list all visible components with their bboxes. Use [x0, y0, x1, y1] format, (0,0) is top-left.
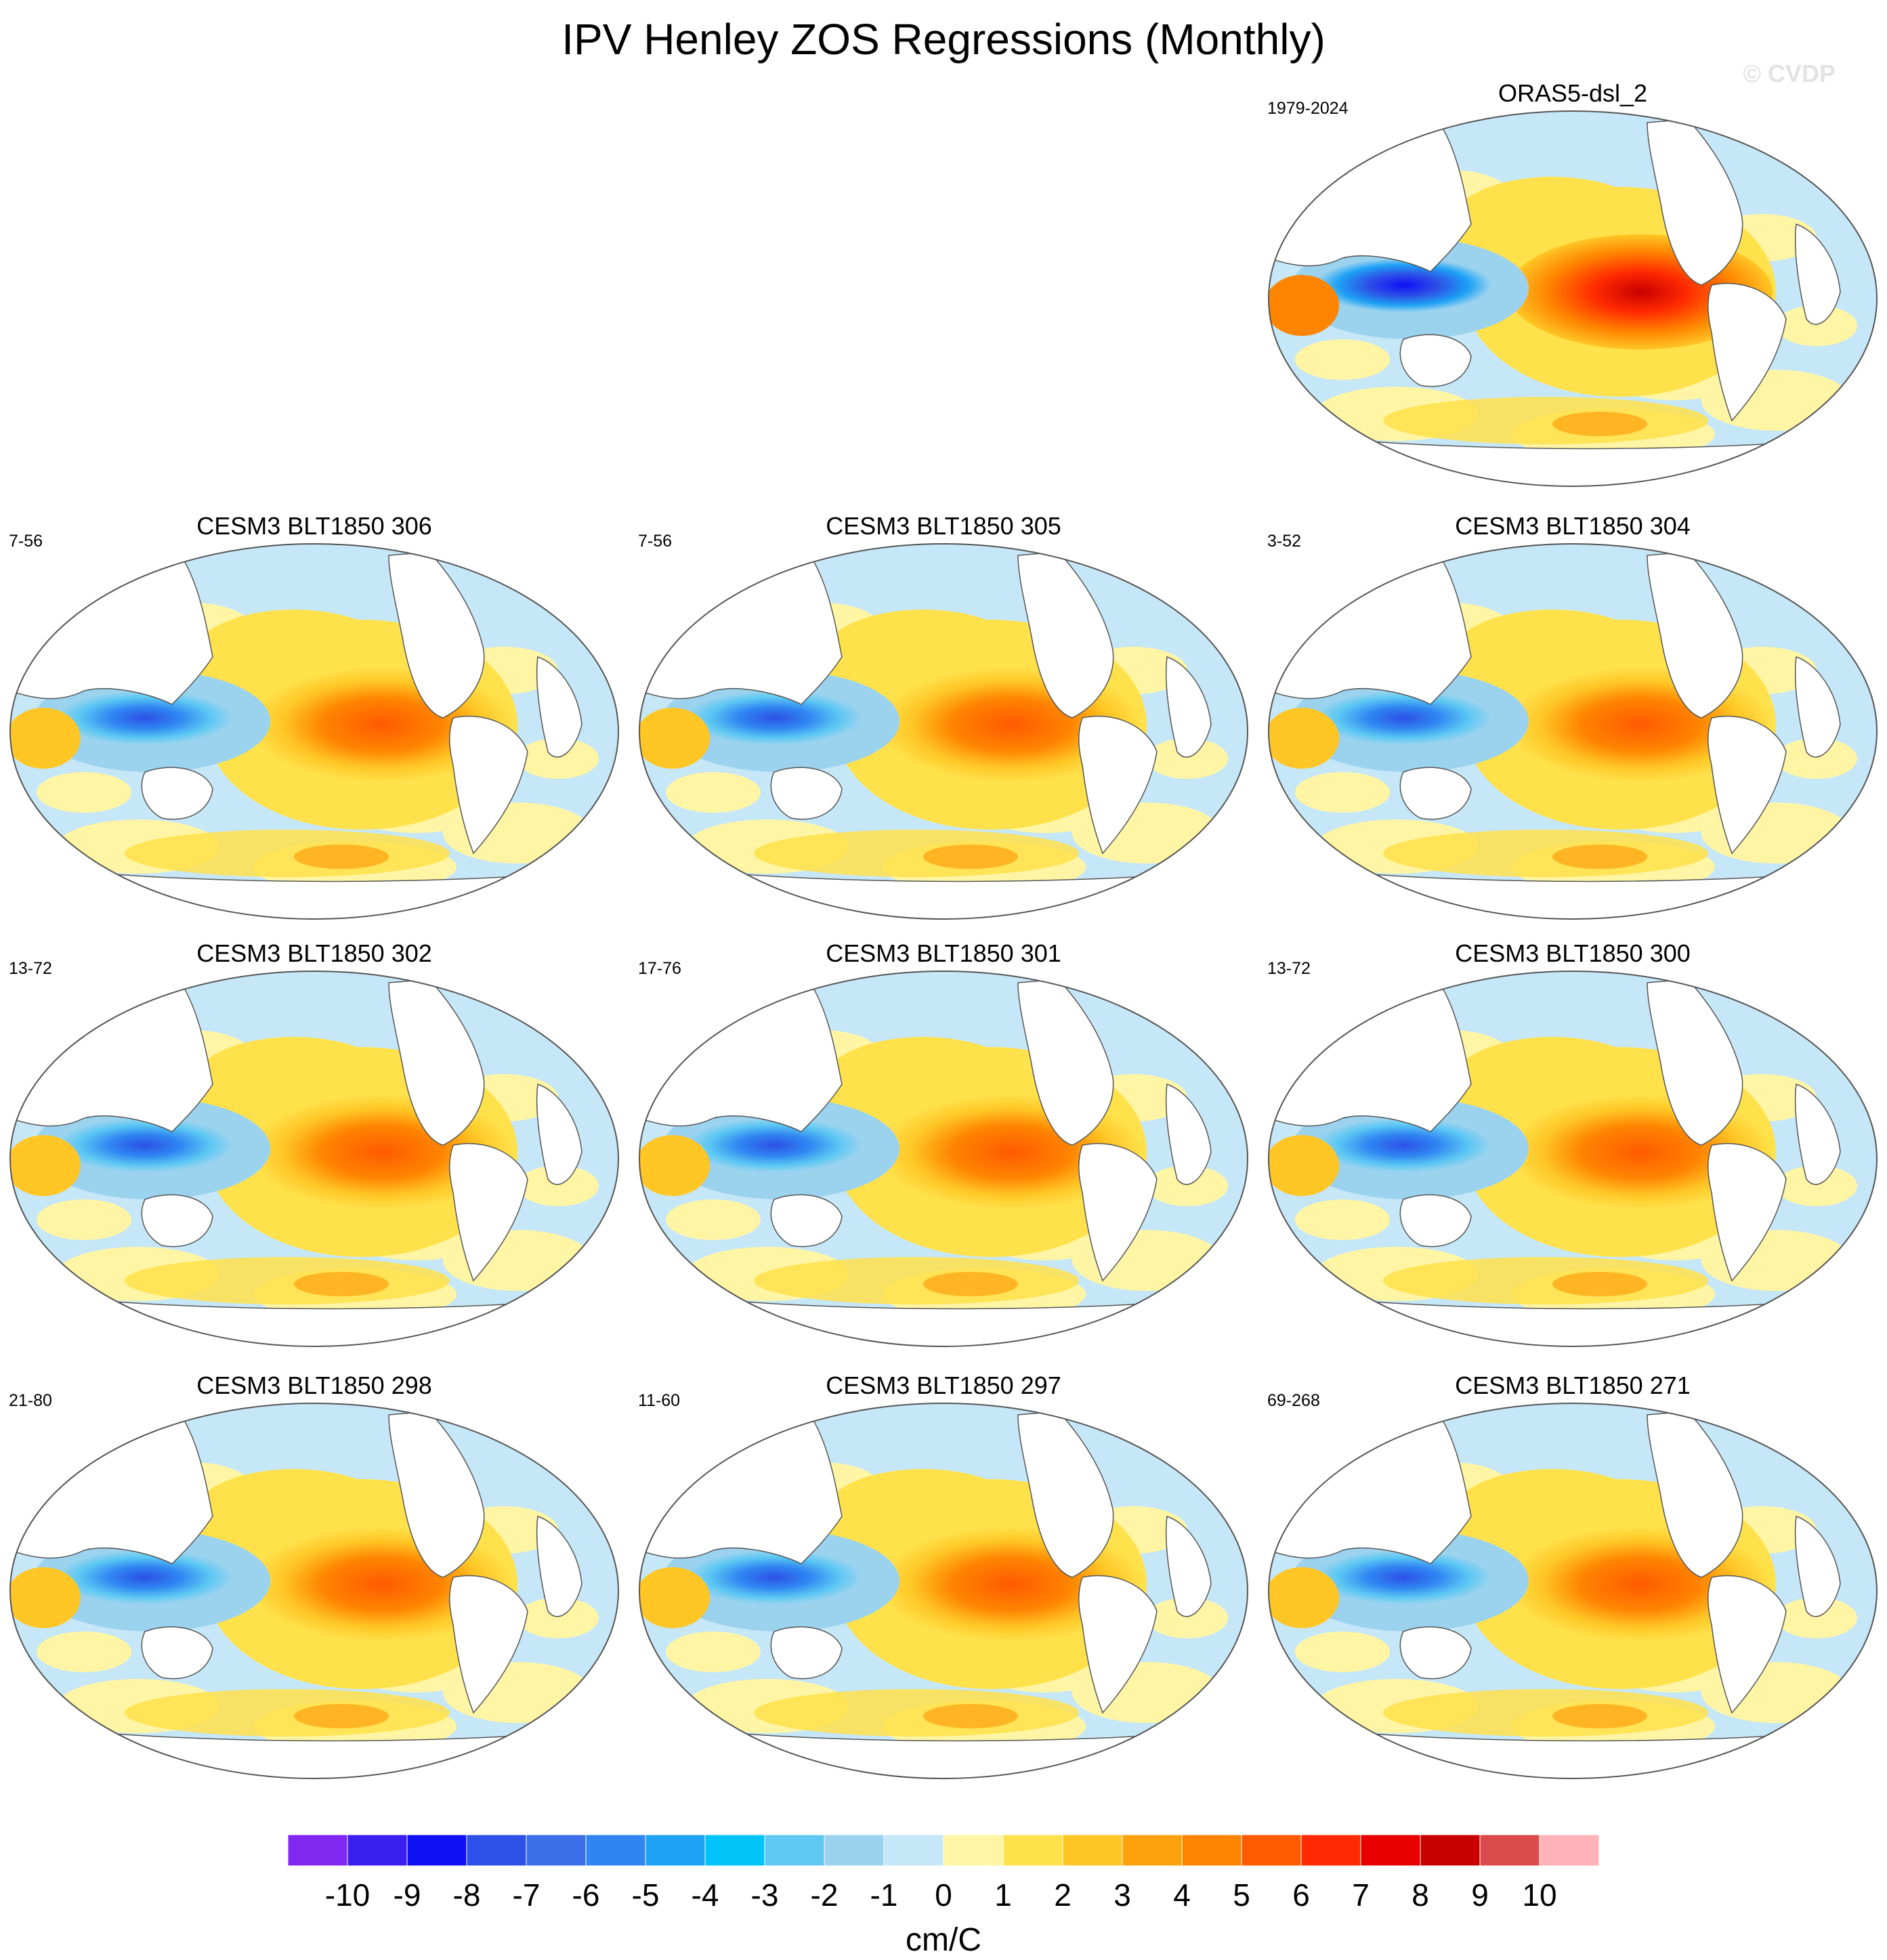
panel-title: ORAS5-dsl_2: [1498, 79, 1647, 107]
colorbar-swatch: [526, 1834, 587, 1867]
figure-title: IPV Henley ZOS Regressions (Monthly): [561, 15, 1326, 64]
panel-title: CESM3 BLT1850 306: [196, 512, 432, 540]
map-panel: CESM3 BLT1850 304 3-52: [1267, 512, 1878, 920]
colorbar-swatch: [347, 1834, 408, 1867]
map-panel: CESM3 BLT1850 305 7-56: [638, 512, 1248, 920]
panel-period: 21-80: [9, 1391, 52, 1410]
panel-title: CESM3 BLT1850 305: [826, 512, 1061, 540]
panel-title: CESM3 BLT1850 271: [1455, 1371, 1691, 1399]
colorbar-tick-label: 8: [1412, 1877, 1429, 1913]
colorbar-swatch: [1122, 1834, 1183, 1867]
panel-title: CESM3 BLT1850 300: [1455, 939, 1691, 967]
panel-period: 17-76: [638, 959, 681, 978]
colorbar-swatch: [1181, 1834, 1242, 1867]
panel-period: 1979-2024: [1267, 99, 1349, 118]
colorbar-swatch: [1241, 1834, 1302, 1867]
colorbar-tick-label: -4: [692, 1877, 719, 1913]
colorbar-tick-label: -3: [751, 1877, 779, 1913]
colorbar-tick-label: 3: [1114, 1877, 1131, 1913]
colorbar-tick-label: 0: [935, 1877, 952, 1913]
panel-period: 13-72: [9, 959, 52, 978]
colorbar-tick-label: 1: [994, 1877, 1012, 1913]
panel-title: CESM3 BLT1850 297: [826, 1371, 1061, 1399]
colorbar-tick-label: -2: [811, 1877, 839, 1913]
colorbar-tick-label: 7: [1352, 1877, 1370, 1913]
colorbar-swatch: [1479, 1834, 1540, 1867]
map-panel: CESM3 BLT1850 300 13-72: [1267, 939, 1878, 1347]
colorbar-tick-label: 6: [1292, 1877, 1310, 1913]
colorbar-units: cm/C: [906, 1922, 981, 1958]
colorbar-swatch: [824, 1834, 885, 1867]
map-panels: ORAS5-dsl_2 1979-2024 CESM3 BLT1850 306 7-5…: [9, 79, 1878, 1779]
colorbar-swatch: [943, 1834, 1004, 1867]
colorbar-tick-label: -8: [453, 1877, 481, 1913]
panel-title: CESM3 BLT1850 304: [1455, 512, 1691, 540]
colorbar-swatch: [1360, 1834, 1421, 1867]
colorbar-tick-label: -1: [870, 1877, 898, 1913]
colorbar-swatch: [883, 1834, 944, 1867]
map-panel: CESM3 BLT1850 271 69-268: [1267, 1371, 1878, 1779]
colorbar-swatch: [704, 1834, 765, 1867]
cvdp-watermark: © CVDP: [1743, 60, 1836, 87]
colorbar-tick-label: 5: [1233, 1877, 1250, 1913]
colorbar-swatch: [764, 1834, 825, 1867]
panel-title: CESM3 BLT1850 302: [196, 939, 432, 967]
colorbar-tick-label: 10: [1522, 1877, 1556, 1913]
panel-title: CESM3 BLT1850 298: [196, 1371, 432, 1399]
colorbar-swatch: [1002, 1834, 1063, 1867]
colorbar-swatch: [406, 1834, 467, 1867]
panel-period: 11-60: [638, 1391, 680, 1410]
panel-period: 7-56: [638, 532, 672, 551]
colorbar-tick-label: 9: [1471, 1877, 1489, 1913]
colorbar-swatch: [585, 1834, 646, 1867]
colorbar-tick-label: -6: [572, 1877, 600, 1913]
map-panel: CESM3 BLT1850 301 17-76: [638, 939, 1248, 1347]
colorbar-tick-label: -5: [632, 1877, 660, 1913]
map-panel: CESM3 BLT1850 298 21-80: [9, 1371, 619, 1779]
colorbar-tick-label: -9: [394, 1877, 421, 1913]
colorbar-swatch: [1300, 1834, 1361, 1867]
panel-period: 7-56: [9, 532, 43, 551]
map-panel: CESM3 BLT1850 297 11-60: [638, 1371, 1248, 1779]
panel-period: 3-52: [1267, 532, 1301, 551]
colorbar-tick-label: -10: [325, 1877, 370, 1913]
colorbar-swatch: [1062, 1834, 1123, 1867]
map-panel: ORAS5-dsl_2 1979-2024: [1267, 79, 1878, 487]
colorbar: -10 -9 -8 -7 -6 -5 -4 -3 -2 -1 0 1 2 3 4 5 6 7 8 9 10 cm/C: [287, 1834, 1600, 1958]
colorbar-tick-label: 2: [1054, 1877, 1072, 1913]
map-panel: CESM3 BLT1850 302 13-72: [9, 939, 619, 1347]
map-panel: CESM3 BLT1850 306 7-56: [9, 512, 619, 920]
colorbar-swatch: [287, 1834, 348, 1867]
panel-period: 13-72: [1267, 959, 1311, 978]
panel-period: 69-268: [1267, 1391, 1320, 1410]
colorbar-swatch: [466, 1834, 527, 1867]
colorbar-tick-label: -7: [513, 1877, 540, 1913]
colorbar-swatch: [645, 1834, 706, 1867]
colorbar-tick-label: 4: [1173, 1877, 1191, 1913]
colorbar-swatch: [1420, 1834, 1481, 1867]
colorbar-swatch: [1539, 1834, 1600, 1867]
panel-title: CESM3 BLT1850 301: [826, 939, 1061, 967]
